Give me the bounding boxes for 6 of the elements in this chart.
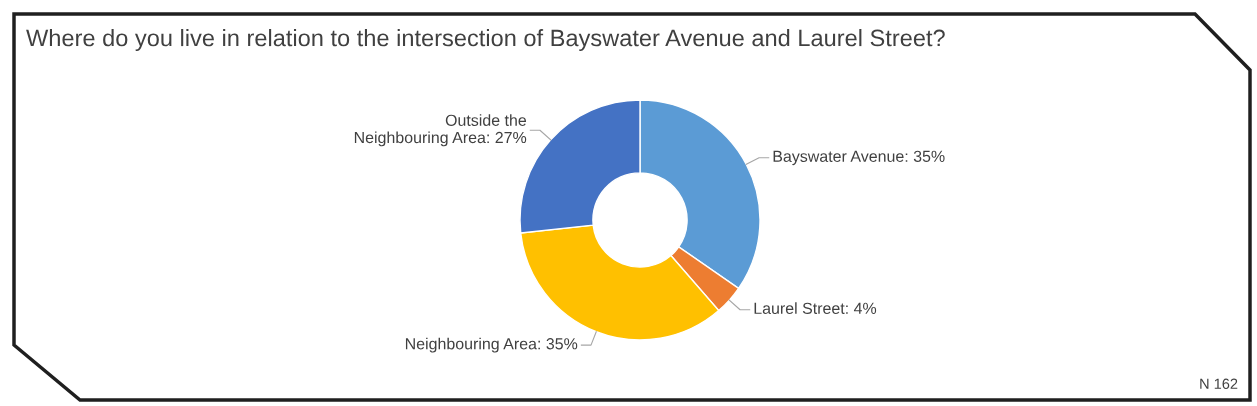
slice-label: Neighbouring Area: 35%: [405, 337, 578, 353]
slice-label: Laurel Street: 4%: [754, 302, 877, 315]
text: N 162: [1200, 378, 1238, 389]
slice-label: Outside the Neighbouring Area: 27%: [354, 114, 527, 147]
slice-label: Bayswater Avenue: 35%: [773, 150, 945, 166]
chart-title: Where do you live in relation to the intersection of Bayswater Avenue and Laurel Street?: [26, 29, 945, 51]
